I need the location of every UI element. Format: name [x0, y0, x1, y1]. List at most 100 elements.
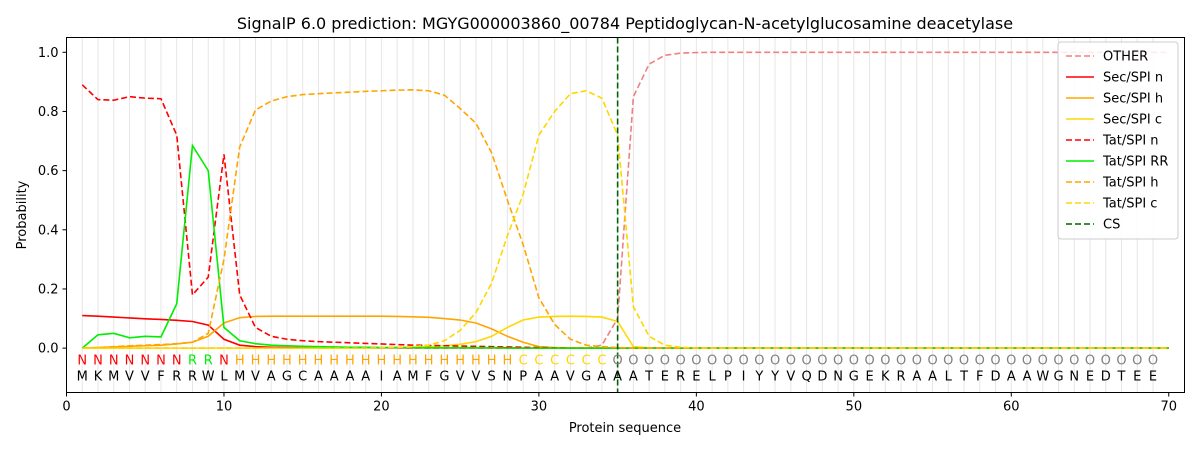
- residue-label: E: [1133, 370, 1141, 385]
- residue-label: F: [157, 370, 164, 385]
- residue-label: M: [234, 370, 245, 385]
- region-label: O: [754, 353, 764, 368]
- residue-label: A: [629, 370, 638, 385]
- region-label: H: [392, 353, 402, 368]
- residue-label: L: [220, 370, 228, 385]
- residue-label: Y: [770, 370, 779, 385]
- region-label: O: [770, 353, 780, 368]
- region-label: H: [298, 353, 308, 368]
- region-label: H: [282, 353, 292, 368]
- legend-label: Sec/SPI n: [1103, 71, 1163, 86]
- grid-lines: [81, 37, 1154, 393]
- region-label: N: [140, 353, 150, 368]
- residue-label: M: [77, 370, 88, 385]
- chart-title: SignalP 6.0 prediction: MGYG000003860_00…: [237, 14, 1013, 34]
- region-label: H: [503, 353, 513, 368]
- region-label: H: [487, 353, 497, 368]
- region-label: O: [880, 353, 890, 368]
- region-label: O: [1038, 353, 1048, 368]
- residue-label: A: [597, 370, 606, 385]
- residue-label: A: [267, 370, 276, 385]
- series-line-tat-spi-h: [82, 89, 1169, 349]
- residue-label: K: [94, 370, 103, 385]
- residue-label: Q: [801, 370, 811, 385]
- region-label: O: [738, 353, 748, 368]
- sequence-labels: NMNKNMNVNVNFNRRRRWNLHMHVHAHGHCHAHAHAHAHI…: [77, 353, 1158, 384]
- residue-label: A: [361, 370, 370, 385]
- residue-label: L: [945, 370, 953, 385]
- region-label: C: [582, 353, 591, 368]
- region-label: O: [817, 353, 827, 368]
- region-label: C: [550, 353, 559, 368]
- residue-label: E: [1149, 370, 1157, 385]
- region-label: O: [896, 353, 906, 368]
- region-label: H: [408, 353, 418, 368]
- x-tick-label: 30: [531, 400, 548, 415]
- region-label: O: [1006, 353, 1016, 368]
- x-tick-label: 0: [62, 400, 70, 415]
- region-label: N: [109, 353, 119, 368]
- region-label: N: [77, 353, 87, 368]
- region-label: H: [440, 353, 450, 368]
- series-line-other: [82, 51, 1169, 349]
- residue-label: N: [1069, 370, 1079, 385]
- residue-label: F: [976, 370, 983, 385]
- x-tick-label: 50: [846, 400, 863, 415]
- y-tick-label: 1.0: [38, 46, 59, 61]
- region-label: N: [93, 353, 103, 368]
- region-label: O: [912, 353, 922, 368]
- legend-label: CS: [1103, 218, 1120, 233]
- residue-label: V: [141, 370, 150, 385]
- residue-label: A: [393, 370, 402, 385]
- region-label: O: [723, 353, 733, 368]
- region-label: O: [990, 353, 1000, 368]
- residue-label: E: [692, 370, 700, 385]
- series-line-tat-spi-c: [82, 89, 1169, 349]
- region-label: O: [927, 353, 937, 368]
- residue-label: P: [724, 370, 732, 385]
- residue-label: A: [534, 370, 543, 385]
- residue-label: A: [330, 370, 339, 385]
- residue-label: D: [817, 370, 827, 385]
- x-tick-label: 60: [1003, 400, 1020, 415]
- residue-label: G: [1053, 370, 1063, 385]
- region-label: H: [424, 353, 434, 368]
- region-label: O: [864, 353, 874, 368]
- region-label: O: [1148, 353, 1158, 368]
- region-label: H: [314, 353, 324, 368]
- residue-label: R: [676, 370, 685, 385]
- residue-label: A: [314, 370, 323, 385]
- region-label: O: [833, 353, 843, 368]
- residue-label: L: [708, 370, 716, 385]
- residue-label: M: [407, 370, 418, 385]
- region-label: H: [361, 353, 371, 368]
- y-tick-label: 0.0: [38, 342, 59, 357]
- legend: OTHER Sec/SPI n Sec/SPI h Sec/SPI c Tat/SPI …: [1057, 41, 1179, 240]
- residue-label: R: [172, 370, 181, 385]
- series-line-sec-spi-n: [82, 314, 1169, 349]
- residue-label: W: [202, 370, 215, 385]
- residue-label: N: [503, 370, 513, 385]
- region-label: O: [943, 353, 953, 368]
- residue-label: G: [282, 370, 292, 385]
- residue-label: V: [471, 370, 480, 385]
- residue-label: T: [644, 370, 653, 385]
- residue-label: A: [1007, 370, 1016, 385]
- region-label: O: [786, 353, 796, 368]
- region-label: C: [597, 353, 606, 368]
- residue-label: Y: [754, 370, 763, 385]
- region-label: H: [266, 353, 276, 368]
- region-label: N: [156, 353, 166, 368]
- residue-label: V: [566, 370, 575, 385]
- residue-label: F: [425, 370, 432, 385]
- region-label: N: [125, 353, 135, 368]
- region-label: H: [329, 353, 339, 368]
- region-label: H: [345, 353, 355, 368]
- y-tick-label: 0.6: [38, 164, 59, 179]
- residue-label: V: [125, 370, 134, 385]
- region-label: C: [519, 353, 528, 368]
- region-label: N: [172, 353, 182, 368]
- region-label: O: [1085, 353, 1095, 368]
- residue-label: W: [1036, 370, 1049, 385]
- region-label: C: [566, 353, 575, 368]
